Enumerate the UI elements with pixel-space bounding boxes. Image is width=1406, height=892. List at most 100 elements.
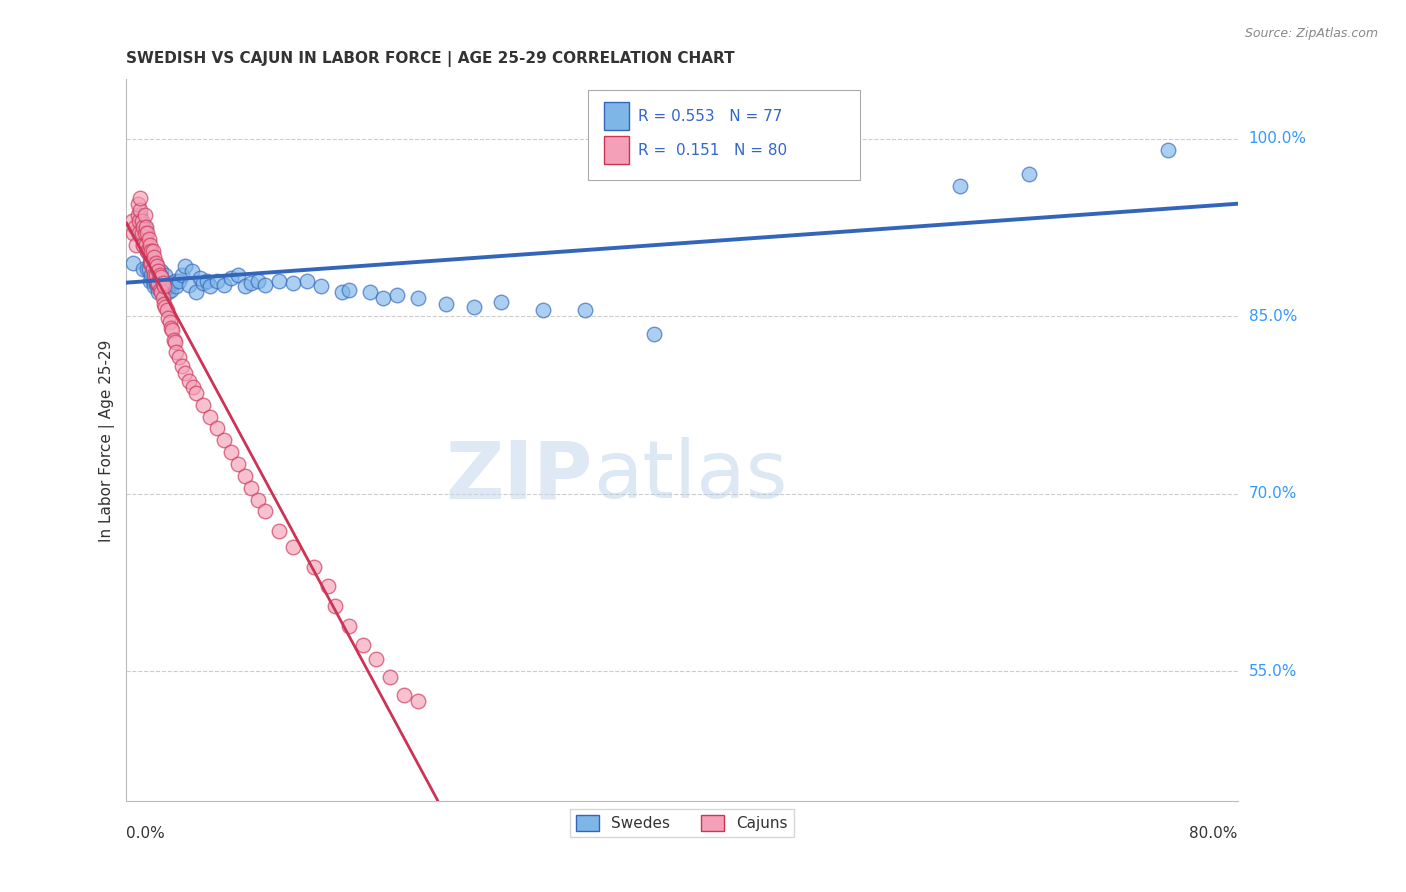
Point [143,250,166,264]
Point [240,481,263,495]
Point [337,283,360,297]
Text: R =  0.151   N = 80: R = 0.151 N = 80 [637,143,787,158]
Point [129,214,152,228]
Point [434,297,457,311]
Point [134,226,156,240]
Text: ZIP: ZIP [446,437,593,516]
Point [316,579,339,593]
Point [153,274,176,288]
Point [330,285,353,300]
Point [138,261,160,276]
Point [254,278,277,293]
Point [124,220,146,235]
Point [170,359,193,373]
FancyBboxPatch shape [605,136,628,164]
Point [141,256,163,270]
Point [153,297,176,311]
Point [127,226,149,240]
Point [145,258,167,272]
Point [157,311,180,326]
Point [135,238,157,252]
Point [128,226,150,240]
Point [138,232,160,246]
Text: Source: ZipAtlas.com: Source: ZipAtlas.com [1244,27,1378,40]
Point [136,226,159,240]
Point [181,380,204,394]
Point [128,214,150,228]
Point [132,261,155,276]
Point [156,279,179,293]
Point [150,270,173,285]
Point [143,279,166,293]
Point [160,283,183,297]
Point [406,291,429,305]
Point [150,264,173,278]
Point [281,540,304,554]
Point [173,260,195,274]
Legend: Swedes, Cajuns: Swedes, Cajuns [571,809,794,837]
Point [145,268,167,282]
Point [406,694,429,708]
Point [309,279,332,293]
Point [373,291,395,305]
Point [153,279,176,293]
Point [359,285,381,300]
Text: 80.0%: 80.0% [1189,826,1237,841]
Point [157,285,180,300]
Point [132,238,155,252]
Point [949,178,972,193]
Text: atlas: atlas [593,437,787,516]
Point [127,209,149,223]
Point [394,688,416,702]
Point [180,264,202,278]
Point [1018,167,1040,181]
Point [141,252,163,267]
Point [149,268,172,282]
Point [352,638,374,652]
Point [129,202,152,217]
Point [136,261,159,276]
Point [226,268,249,282]
Point [337,619,360,633]
Point [170,268,193,282]
Point [134,220,156,235]
Point [127,196,149,211]
Point [491,294,513,309]
Point [205,274,228,288]
FancyBboxPatch shape [588,90,860,180]
Point [226,457,249,471]
Text: R = 0.553   N = 77: R = 0.553 N = 77 [637,109,782,124]
Point [191,276,214,290]
Point [160,321,183,335]
Point [380,670,402,684]
Point [149,268,172,282]
Point [131,226,153,240]
Point [574,303,596,318]
Point [295,274,318,288]
Point [162,323,184,337]
Point [247,274,270,288]
Point [195,274,218,288]
Point [121,214,143,228]
Point [247,492,270,507]
Point [129,209,152,223]
Point [139,256,162,270]
Point [269,274,291,288]
Text: 100.0%: 100.0% [1249,131,1306,146]
Point [219,445,242,459]
Point [198,279,221,293]
Point [1157,144,1180,158]
Point [184,386,207,401]
Point [138,244,160,258]
Point [177,374,200,388]
Point [254,504,277,518]
Point [166,344,188,359]
Point [387,287,409,301]
Point [148,276,170,290]
Point [136,244,159,258]
Point [155,283,177,297]
Point [125,238,148,252]
Point [188,271,211,285]
Point [162,276,184,290]
Point [531,303,554,318]
